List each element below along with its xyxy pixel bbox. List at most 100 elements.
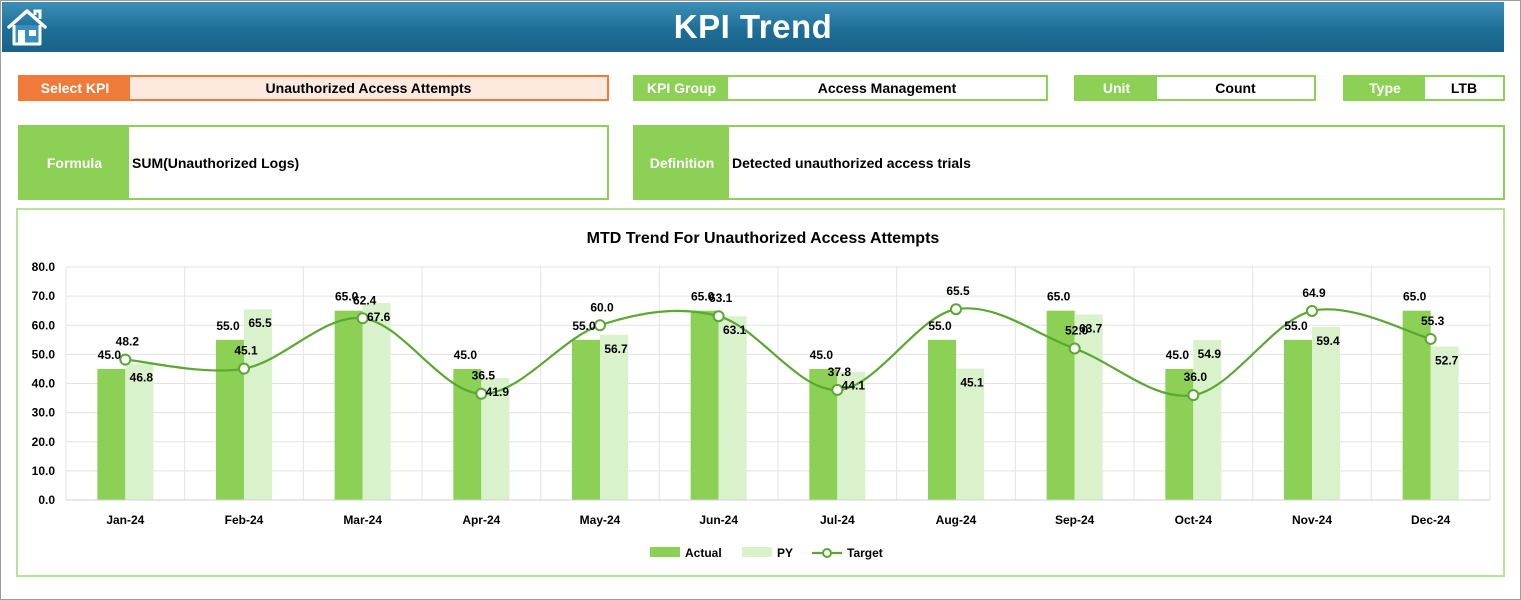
legend-label-target: Target: [847, 546, 883, 560]
data-label-actual: 45.0: [1166, 348, 1190, 362]
bar-actual: [1165, 368, 1194, 500]
bar-actual: [453, 368, 482, 500]
data-label-target: 60.0: [590, 300, 614, 314]
y-tick-label: 0.0: [38, 493, 55, 507]
x-tick-label: Jun-24: [699, 513, 738, 527]
type-label: Type: [1345, 77, 1425, 99]
bar-actual: [572, 339, 600, 500]
bar-py: [481, 377, 510, 500]
bar-actual: [1284, 339, 1312, 500]
data-label-target: 65.5: [946, 284, 970, 298]
data-label-py: 56.7: [604, 342, 628, 356]
data-label-actual: 45.0: [810, 348, 834, 362]
bar-py: [125, 363, 154, 500]
formula-label: Formula: [20, 127, 129, 198]
y-tick-label: 10.0: [32, 464, 56, 478]
legend-swatch-actual: [650, 547, 680, 557]
data-label-target: 37.8: [828, 365, 852, 379]
target-marker: [356, 312, 369, 325]
data-label-actual: 45.0: [98, 348, 122, 362]
y-tick-label: 30.0: [32, 406, 56, 420]
data-label-py: 63.1: [723, 323, 747, 337]
bar-actual: [97, 368, 126, 500]
bar-py: [1074, 314, 1103, 500]
bar-py: [718, 316, 747, 500]
home-icon[interactable]: [6, 6, 48, 48]
data-label-actual: 65.0: [1047, 290, 1071, 304]
data-label-actual: 55.0: [928, 319, 952, 333]
y-tick-label: 20.0: [32, 435, 56, 449]
unit-field: Unit Count: [1074, 75, 1316, 101]
kpi-group-value: Access Management: [817, 80, 957, 96]
x-tick-label: Oct-24: [1175, 513, 1213, 527]
kpi-group-field: KPI Group Access Management: [633, 75, 1048, 101]
target-marker: [475, 387, 488, 400]
data-label-py: 63.7: [1079, 321, 1103, 335]
bar-py: [1430, 346, 1459, 500]
type-value: LTB: [1450, 80, 1478, 96]
data-label-py: 65.5: [248, 316, 272, 330]
data-label-target: 36.0: [1184, 370, 1208, 384]
bar-actual: [216, 339, 244, 500]
x-tick-label: Aug-24: [936, 513, 977, 527]
y-tick-label: 40.0: [32, 377, 56, 391]
x-tick-label: Apr-24: [462, 513, 500, 527]
x-tick-label: Feb-24: [225, 513, 264, 527]
header-bar: KPI Trend: [2, 2, 1504, 52]
y-tick-label: 80.0: [32, 260, 56, 274]
data-label-actual: 55.0: [216, 319, 240, 333]
data-label-py: 67.6: [367, 310, 391, 324]
y-tick-label: 70.0: [32, 289, 56, 303]
target-marker: [950, 303, 962, 316]
data-label-py: 59.4: [1316, 334, 1340, 348]
select-kpi-dropdown[interactable]: Unauthorized Access Attempts: [130, 77, 607, 99]
target-marker: [238, 362, 250, 375]
y-tick-label: 60.0: [32, 318, 56, 332]
data-label-actual: 65.0: [335, 290, 359, 304]
bar-py: [600, 334, 628, 500]
bar-py: [1193, 340, 1222, 500]
y-tick-label: 50.0: [32, 347, 56, 361]
x-tick-label: Jan-24: [106, 513, 144, 527]
definition-label: Definition: [635, 127, 729, 198]
x-tick-label: Sep-24: [1055, 513, 1095, 527]
x-tick-label: May-24: [580, 513, 621, 527]
select-kpi-field: Select KPI Unauthorized Access Attempts: [18, 75, 609, 101]
data-label-target: 62.4: [353, 293, 377, 307]
target-marker: [1306, 304, 1318, 317]
bar-actual: [690, 310, 719, 500]
data-label-actual: 55.0: [572, 319, 596, 333]
data-label-target: 64.9: [1302, 286, 1326, 300]
formula-value: SUM(Unauthorized Logs): [132, 154, 300, 171]
select-kpi-label: Select KPI: [20, 77, 130, 99]
target-marker: [594, 319, 606, 332]
kpi-group-label: KPI Group: [635, 77, 728, 99]
legend-label-py: PY: [777, 546, 793, 560]
data-label-py: 52.7: [1435, 354, 1459, 368]
data-label-actual: 55.0: [1284, 319, 1308, 333]
mtd-trend-chart: MTD Trend For Unauthorized Access Attemp…: [32, 230, 1491, 560]
unit-value: Count: [1215, 80, 1256, 96]
data-label-py: 41.9: [486, 385, 510, 399]
chart-title: MTD Trend For Unauthorized Access Attemp…: [587, 230, 940, 247]
unit-label: Unit: [1076, 77, 1157, 99]
data-label-actual: 65.0: [691, 290, 715, 304]
data-label-target: 55.3: [1421, 314, 1445, 328]
chart-legend: Actual PY Target: [650, 546, 883, 560]
data-label-py: 44.1: [842, 379, 866, 393]
data-label-target: 45.1: [234, 344, 258, 358]
bar-actual: [928, 339, 956, 500]
page-title: KPI Trend: [673, 8, 833, 45]
data-label-target: 63.1: [709, 291, 733, 305]
legend-swatch-py: [742, 547, 772, 557]
legend-label-actual: Actual: [685, 546, 722, 560]
definition-box: Definition Detected unauthorized access …: [633, 125, 1505, 200]
x-tick-label: Nov-24: [1292, 513, 1332, 527]
bar-py: [1312, 326, 1340, 500]
legend-marker-target: [822, 548, 832, 558]
data-label-target: 48.2: [116, 335, 140, 349]
definition-value: Detected unauthorized access trials: [732, 154, 971, 171]
type-field: Type LTB: [1343, 75, 1505, 101]
data-label-py: 46.8: [130, 371, 154, 385]
data-label-target: 52.0: [1065, 324, 1089, 338]
